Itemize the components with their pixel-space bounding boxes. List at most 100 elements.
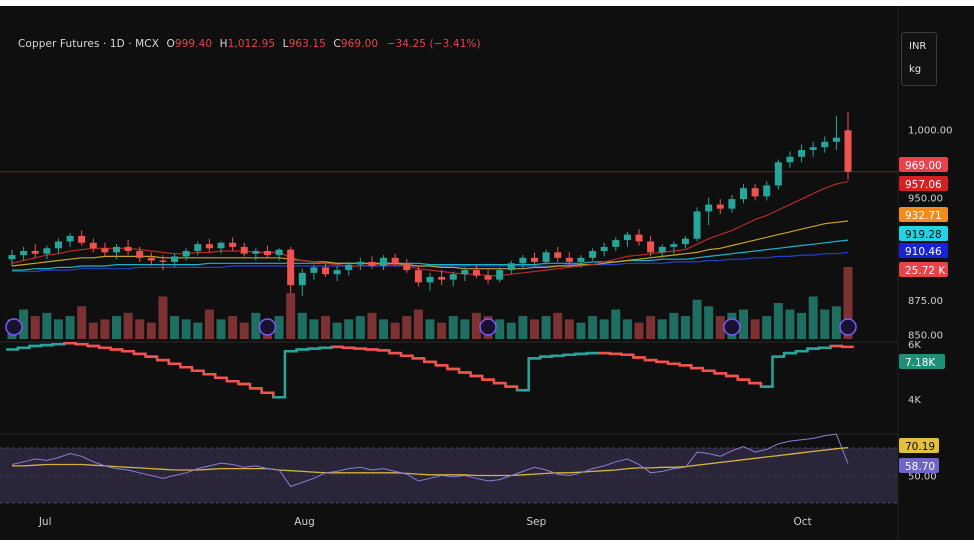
volume-bar (251, 312, 261, 339)
open-label: O (166, 38, 175, 50)
candle-body (507, 263, 515, 271)
candle-body (600, 246, 608, 251)
volume-bar (530, 319, 539, 339)
event-marker-icon[interactable] (258, 318, 277, 336)
volume-bar (228, 316, 238, 339)
price-label-text: 957.06 (905, 179, 942, 191)
candle-body (844, 130, 852, 172)
price-label-badge (899, 157, 948, 172)
candle-body (194, 244, 202, 251)
volume-bar (332, 322, 342, 339)
time-axis-label: Sep (527, 516, 547, 528)
oi-axis-tick: 6K (908, 340, 921, 351)
volume-bar (193, 322, 203, 339)
event-marker-icon[interactable] (5, 318, 23, 336)
price-label-badge (899, 176, 948, 191)
candle-body (519, 257, 527, 264)
candle-body (577, 257, 585, 262)
rsi-label-badge (899, 458, 939, 473)
price-label-badge (899, 262, 948, 277)
candle-body (809, 147, 817, 150)
chart-canvas[interactable]: 1,000.00975.00950.00875.00850.00969.0095… (0, 6, 974, 540)
candle-body (368, 261, 376, 267)
price-axis-tick: 950.00 (908, 194, 943, 205)
price-axis-tick: 875.00 (908, 296, 943, 307)
candle-body (623, 234, 631, 241)
candle-body (542, 252, 550, 262)
candle-body (728, 199, 736, 209)
volume-bar (309, 319, 319, 339)
volume-bar (471, 312, 481, 339)
candle-body (66, 235, 74, 242)
volume-bar (843, 267, 853, 339)
volume-bar (158, 296, 168, 339)
open-value: 999.40 (174, 38, 213, 50)
volume-bar (831, 306, 841, 339)
price-axis-tick: 850.00 (908, 330, 943, 341)
candle-body (449, 274, 457, 280)
time-axis-label: Aug (294, 516, 315, 528)
event-marker-icon[interactable] (479, 318, 497, 336)
candle-body (705, 204, 713, 212)
candle-body (356, 261, 364, 265)
candle-body (78, 235, 86, 243)
volume-bar (65, 316, 75, 339)
open-interest-line (517, 357, 541, 392)
candle-body (751, 188, 759, 197)
rsi-axis-tick: 50.00 (908, 472, 937, 483)
volume-bar (808, 296, 818, 339)
volume-bar (750, 319, 760, 339)
volume-bar (321, 316, 330, 339)
volume-bar (518, 316, 528, 339)
event-marker-icon[interactable] (723, 318, 741, 336)
candle-body (414, 270, 422, 283)
volume-bar (274, 316, 284, 339)
open-interest-line (273, 350, 297, 399)
event-marker-icon[interactable] (839, 318, 857, 336)
currency-unit-selector[interactable]: INR kg (901, 32, 937, 86)
oi-label-badge (899, 354, 945, 369)
price-label-text: 932.71 (905, 210, 942, 222)
candle-body (240, 246, 248, 254)
volume-bar (297, 312, 307, 339)
candle-body (322, 267, 329, 275)
candle-body (647, 241, 655, 253)
candle-body (461, 270, 469, 275)
candle-body (54, 241, 62, 249)
candle-body (345, 264, 353, 271)
candle-body (565, 257, 573, 262)
price-label-text: 910.46 (905, 246, 942, 258)
rsi-label-badge (899, 438, 939, 453)
volume-bar (448, 316, 458, 339)
volume-bar (413, 309, 423, 339)
candle-body (693, 211, 701, 239)
volume-bar (646, 316, 656, 339)
high-value: 1,012.95 (227, 38, 276, 50)
volume-bar (42, 312, 52, 339)
volume-bar (170, 316, 180, 339)
close-value: 969.00 (340, 38, 379, 50)
candle-body (333, 270, 341, 275)
symbol-name[interactable]: Copper Futures · 1D · MCX (18, 38, 159, 50)
candle-body (426, 276, 434, 283)
candle-body (670, 244, 678, 247)
volume-bar (181, 319, 191, 339)
price-label-badge (899, 207, 948, 222)
candle-body (298, 272, 306, 286)
rsi-line (11, 433, 849, 488)
candle-body (217, 242, 225, 249)
volume-bar (588, 316, 598, 339)
candle-body (380, 257, 388, 267)
candle-body (716, 204, 724, 209)
change-value: −34.25 (−3.41%) (386, 38, 481, 50)
close-label: C (333, 38, 341, 50)
low-label: L (282, 38, 289, 50)
volume-bar (692, 299, 702, 339)
candle-body (531, 257, 538, 262)
volume-bar (704, 306, 714, 339)
candle-body (43, 248, 51, 254)
candle-body (89, 242, 97, 249)
candle-body (310, 267, 318, 273)
volume-bar (355, 316, 365, 339)
volume-bar (367, 312, 377, 339)
